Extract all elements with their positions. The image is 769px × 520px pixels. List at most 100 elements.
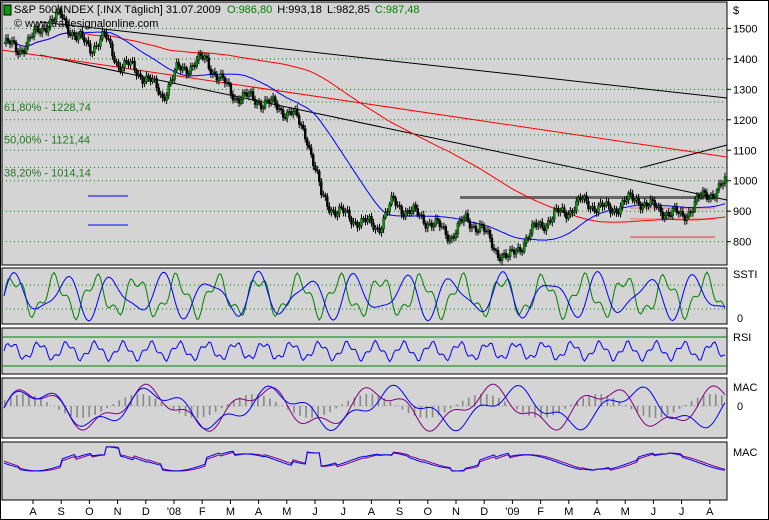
x-tick-label: '09 — [505, 506, 519, 518]
candle-body — [239, 99, 243, 104]
candle-body — [571, 210, 574, 214]
macd-histogram-bar — [184, 406, 187, 416]
candle-body — [490, 237, 494, 249]
macd-histogram-bar — [413, 406, 416, 416]
x-tick-label: M — [564, 506, 573, 518]
candle-body — [289, 111, 293, 115]
candle-body — [71, 32, 74, 37]
candle-body — [404, 211, 407, 218]
candle-body — [655, 206, 658, 209]
x-tick-label: F — [199, 506, 206, 518]
candle-body — [364, 218, 367, 223]
candle-body — [496, 250, 500, 258]
candle-body — [105, 32, 108, 39]
candle-body — [478, 224, 482, 232]
candle-body — [181, 66, 184, 71]
x-tick-label: J — [340, 506, 346, 518]
candle-body — [249, 91, 253, 94]
candle-body — [605, 201, 608, 207]
macd-histogram-bar — [208, 406, 211, 415]
candle-body — [263, 99, 267, 108]
mac2-panel-bg — [1, 441, 728, 501]
x-tick-label: J — [651, 506, 657, 518]
candle-body — [73, 32, 76, 36]
candle-body — [414, 204, 417, 209]
candle-body — [199, 52, 203, 57]
candle-body — [661, 211, 664, 219]
macd-histogram-bar — [528, 406, 530, 416]
candle-body — [500, 254, 504, 261]
rsi-panel: RSI — [1, 327, 751, 375]
candle-body — [4, 37, 8, 44]
macd-histogram-bar — [588, 395, 591, 406]
x-tick-label: O — [85, 506, 94, 518]
candle-body — [645, 202, 648, 207]
price-tick-label: 1000 — [733, 176, 757, 188]
macd-histogram-bar — [618, 401, 621, 406]
candle-body — [175, 62, 178, 71]
macd-histogram-bar — [22, 394, 24, 406]
candle-body — [109, 38, 112, 45]
candle-body — [149, 77, 152, 82]
candle-body — [476, 231, 480, 233]
x-tick-label: M — [282, 506, 291, 518]
candle-body — [275, 103, 279, 110]
macd-histogram-bar — [154, 398, 157, 406]
upper-channel-line — [39, 21, 728, 99]
macd-histogram-bar — [419, 406, 422, 418]
candle-body — [410, 210, 413, 214]
macd-histogram-bar — [106, 406, 109, 409]
candle-body — [338, 206, 341, 214]
candle-body — [334, 210, 337, 217]
candle-body — [203, 55, 207, 60]
candle-body — [219, 73, 223, 79]
candle-body — [422, 214, 425, 224]
candle-body — [454, 233, 458, 239]
candle-body — [261, 107, 265, 110]
candle-body — [522, 243, 526, 252]
candle-body — [504, 253, 508, 258]
macd-histogram-bar — [455, 404, 458, 406]
candle-body — [601, 202, 604, 207]
candle-body — [623, 200, 626, 203]
candle-body — [221, 73, 225, 78]
candle-body — [91, 52, 94, 55]
candle-body — [370, 216, 373, 224]
candle-body — [155, 78, 158, 88]
candle-body — [213, 71, 217, 75]
macd-histogram-bar — [648, 406, 651, 418]
candle-body — [241, 92, 245, 101]
candle-body — [89, 43, 92, 54]
candle-body — [40, 27, 44, 34]
candle-body — [97, 45, 100, 47]
candle-body — [587, 200, 590, 210]
macd-histogram-bar — [172, 406, 175, 410]
candle-body — [539, 221, 542, 225]
candle-body — [22, 50, 26, 54]
candle-body — [625, 199, 628, 203]
candle-body — [169, 80, 172, 85]
candle-body — [537, 224, 540, 228]
candle-body — [225, 82, 229, 84]
candle-body — [703, 190, 707, 194]
candle-body — [209, 68, 213, 75]
candle-body — [639, 203, 642, 210]
candle-body — [434, 218, 437, 226]
macd-histogram-bar — [461, 400, 464, 406]
candle-body — [201, 55, 205, 60]
macd-histogram-bar — [708, 394, 711, 406]
candle-body — [65, 18, 68, 25]
candle-body — [671, 208, 674, 216]
macd-histogram-bar — [437, 406, 440, 416]
candle-body — [613, 208, 616, 212]
candle-body — [535, 222, 538, 228]
candle-body — [229, 83, 233, 95]
candle-body — [356, 221, 359, 228]
mac2-line-blue — [3, 446, 726, 472]
macd-histogram-bar — [353, 397, 356, 406]
macd-histogram-bar — [431, 406, 434, 418]
candle-body — [285, 111, 289, 119]
macd-zero-label: 0 — [737, 401, 743, 413]
candle-body — [577, 197, 580, 202]
macd-histogram-bar — [666, 406, 669, 416]
